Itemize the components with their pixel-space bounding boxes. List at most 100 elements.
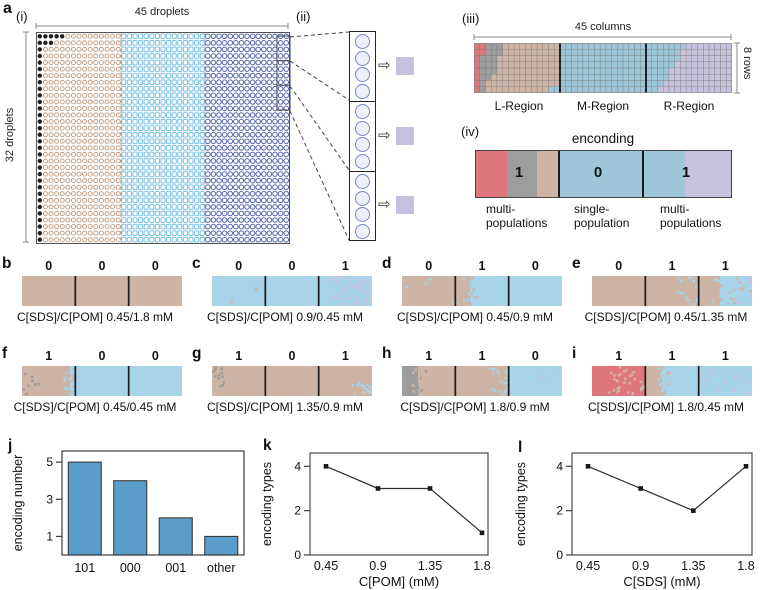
- l-region-label: L-Region: [494, 99, 544, 113]
- panel-a-iii-label: (iii): [462, 11, 480, 26]
- encoding-segment: [537, 151, 559, 197]
- droplet-strip-image: [592, 276, 752, 306]
- panel-label: f: [2, 345, 8, 362]
- droplet-circle: [355, 33, 370, 49]
- svg-text:0.9: 0.9: [632, 559, 649, 573]
- r-region-label: R-Region: [663, 99, 715, 113]
- svg-text:0.45: 0.45: [576, 559, 600, 573]
- bar-chart-encoding-number: 1 3 5 encoding number 101 000 001 other: [0, 435, 256, 590]
- droplet-circle: [355, 190, 370, 206]
- encoded-square: [396, 127, 414, 145]
- panel-label: h: [382, 345, 392, 362]
- array-top-ruler-label: 45 droplets: [134, 6, 190, 18]
- grid-top-ruler-label: 45 columns: [574, 21, 632, 33]
- m-region-label: M-Region: [576, 99, 630, 113]
- droplet-column-strip: [349, 31, 376, 241]
- condition-caption: C[SDS]/C[POM] 1.35/0.9 mM: [206, 400, 364, 414]
- droplet-strip-image: [22, 276, 182, 306]
- svg-text:C[POM] (mM): C[POM] (mM): [359, 574, 439, 589]
- svg-text:3: 3: [46, 492, 53, 506]
- grid-right-ruler-label: 8 rows: [741, 47, 753, 80]
- panel-a-i-label: (i): [16, 9, 28, 24]
- svg-text:1: 1: [46, 529, 53, 543]
- svg-text:1.8: 1.8: [473, 559, 490, 573]
- panel-l-label: l: [518, 439, 523, 456]
- droplet-circle: [355, 50, 370, 66]
- arrow-icon: ⇨: [378, 57, 391, 74]
- encoding-digit: 0: [593, 164, 603, 181]
- arrow-icon: ⇨: [378, 127, 391, 144]
- panel-j-label: j: [8, 437, 13, 454]
- droplet-group: [350, 101, 375, 171]
- encoding-segment: [476, 151, 508, 197]
- svg-text:0: 0: [556, 548, 563, 562]
- panel-label: b: [2, 255, 12, 272]
- svg-text:4: 4: [556, 459, 563, 473]
- droplet-circle: [355, 67, 370, 83]
- region-grid-image: [473, 42, 733, 94]
- population-caption: multi-populations: [660, 202, 722, 230]
- droplet-group: [350, 32, 375, 101]
- encoding-segment: [684, 151, 731, 197]
- droplet-strip-image: [592, 366, 752, 396]
- population-caption: single-population: [574, 202, 630, 230]
- svg-text:5: 5: [46, 455, 53, 469]
- condition-caption: C[SDS]/C[POM] 1.8/0.9 mM: [400, 400, 550, 414]
- panel-label: g: [192, 345, 202, 362]
- panel-label: i: [572, 345, 577, 362]
- condition-caption: C[SDS]/C[POM] 0.45/0.45 mM: [13, 400, 177, 414]
- droplet-strip-image: [22, 366, 182, 396]
- section-divider: [558, 151, 561, 197]
- svg-text:101: 101: [74, 561, 95, 575]
- encoding-segment: [643, 151, 685, 197]
- panel-label: c: [192, 255, 201, 272]
- panel-label: e: [572, 255, 581, 272]
- svg-text:encoding types: encoding types: [260, 462, 274, 546]
- section-divider: [641, 151, 644, 197]
- encoding-segment: [507, 151, 538, 197]
- condition-caption: C[SDS]/C[POM] 0.45/0.9 mM: [396, 310, 554, 324]
- encoding-title: enconding: [571, 131, 635, 146]
- line-chart-csds: 0 2 4 encoding types 0.45 0.9 1.35 1.8 C[SDS] (m…: [510, 435, 762, 590]
- svg-text:0.45: 0.45: [314, 559, 338, 573]
- condition-caption: C[SDS]/C[POM] 0.45/1.35 mM: [584, 310, 748, 324]
- line-chart-cpom: 0 2 4 encoding types 0.45 0.9 1.35 1.8 C[POM] (m…: [256, 435, 508, 590]
- droplet-circle: [355, 137, 370, 153]
- panel-a-label: a: [3, 0, 12, 17]
- droplet-array-image: [36, 32, 290, 244]
- encoded-square: [396, 196, 414, 214]
- condition-caption: C[SDS]/C[POM] 0.9/0.45 mM: [206, 310, 364, 324]
- droplet-strip-image: [212, 366, 372, 396]
- droplet-circle: [355, 154, 370, 170]
- droplet-circle: [355, 224, 370, 240]
- svg-text:other: other: [207, 561, 236, 575]
- svg-text:2: 2: [294, 504, 301, 518]
- droplet-circle: [355, 173, 370, 189]
- droplet-strip-image: [402, 276, 562, 306]
- svg-text:C[SDS] (mM): C[SDS] (mM): [623, 574, 700, 589]
- droplet-circle: [355, 207, 370, 223]
- encoding-bar-image: [475, 150, 732, 198]
- droplet-circle: [355, 120, 370, 136]
- panel-a-iv-label: (iv): [461, 124, 480, 139]
- svg-text:000: 000: [120, 561, 141, 575]
- arrow-icon: ⇨: [378, 196, 391, 213]
- array-left-ruler-label: 32 droplets: [4, 107, 16, 163]
